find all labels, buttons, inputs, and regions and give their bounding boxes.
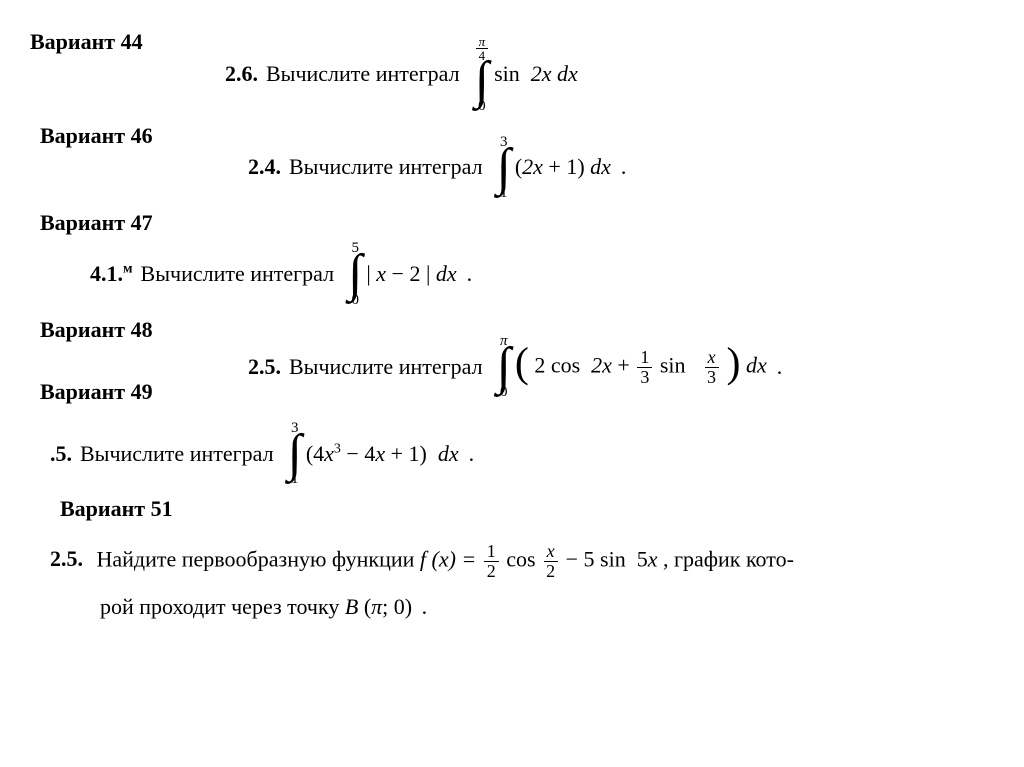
problem-2-6-text: Вычислите интеграл — [266, 60, 460, 89]
problem-2-6-integral: π 4 ∫ 0 sin 2x dx — [474, 35, 578, 114]
problem-2-4: 2.4. Вычислите интеграл 3 ∫ 1 (2x + 1) d… — [248, 135, 994, 201]
problem-2-5b-text3: рой проходит через точку — [100, 594, 345, 619]
problem-2-5b-fx: f (x) = — [420, 546, 482, 571]
problem-2-5a-integral: π ∫ 0 ( 2 cos 2x + 1 3 sin x 3 ) dx — [497, 334, 767, 400]
problem-4-1: 4.1.м Вычислите интеграл 5 ∫ 0 | x − 2 |… — [90, 241, 994, 307]
variant-44-label: Вариант 44 — [30, 28, 143, 57]
problem-4-1-num: 4.1.м — [90, 260, 133, 289]
problem-2-6-num: 2.6. — [225, 60, 258, 89]
problem-2-5a-num: 2.5. — [248, 353, 281, 382]
problem-2-6: 2.6. Вычислите интеграл π 4 ∫ 0 sin 2x d… — [225, 35, 994, 114]
problem-2-4-dot: . — [621, 153, 627, 182]
problem-2-5b: 2.5. Найдите первообразную функции f (x)… — [50, 542, 994, 621]
problem-4-1-text: Вычислите интеграл — [141, 260, 335, 289]
problem-5: .5. Вычислите интеграл 3 ∫ 1 (4x3 − 4x +… — [50, 421, 994, 487]
problem-2-4-text: Вычислите интеграл — [289, 153, 483, 182]
problem-2-5b-num: 2.5. — [50, 546, 83, 571]
problem-2-5a-text: Вычислите интеграл — [289, 353, 483, 382]
variant-51-label: Вариант 51 — [60, 495, 994, 524]
variant-47-label: Вариант 47 — [40, 209, 994, 238]
problem-2-5b-dot: . — [422, 594, 428, 619]
problem-4-1-dot: . — [467, 260, 473, 289]
problem-2-5b-text2: , график кото- — [663, 546, 794, 571]
problem-4-1-integral: 5 ∫ 0 | x − 2 | dx — [348, 241, 457, 307]
problem-2-5b-text1: Найдите первообразную функции — [97, 546, 420, 571]
problem-2-5a-dot: . — [777, 353, 783, 382]
problem-5-text: Вычислите интеграл — [80, 440, 274, 469]
problem-5-num: .5. — [50, 440, 72, 469]
problem-2-5b-B: B — [345, 594, 358, 619]
problem-5-dot: . — [469, 440, 475, 469]
problem-2-4-integral: 3 ∫ 1 (2x + 1) dx — [497, 135, 611, 201]
problem-2-4-num: 2.4. — [248, 153, 281, 182]
problem-5-integral: 3 ∫ 1 (4x3 − 4x + 1) dx — [288, 421, 459, 487]
